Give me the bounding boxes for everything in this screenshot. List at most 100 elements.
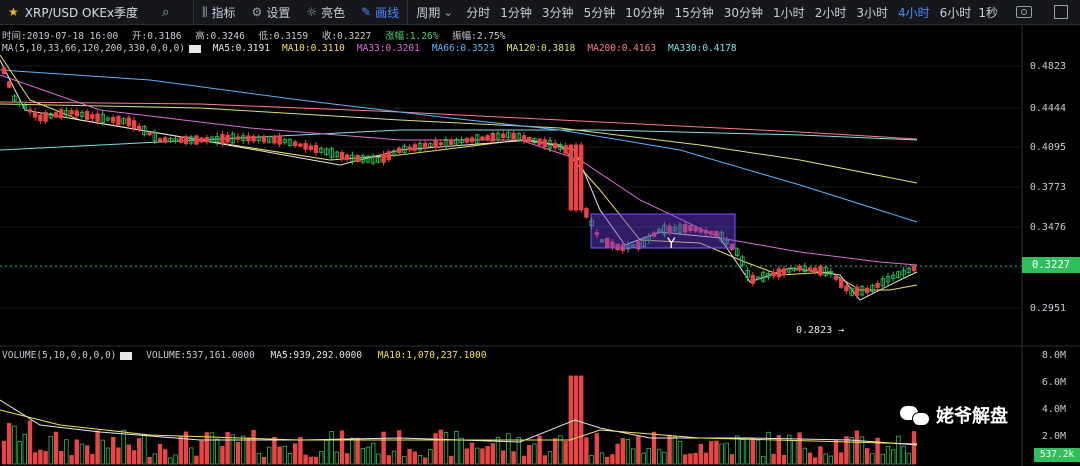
- candle-body: [547, 140, 553, 149]
- search-icon[interactable]: ⌕: [162, 4, 170, 20]
- candle-body: [833, 276, 839, 280]
- period-tab-30m[interactable]: 30分钟: [723, 5, 764, 20]
- candle-body: [776, 268, 781, 278]
- candle-body: [256, 137, 261, 141]
- volume-bar: [251, 429, 256, 465]
- ohlc-amplitude: 振幅:2.75%: [452, 31, 506, 42]
- candle-body: [116, 115, 121, 126]
- volume-bar: [199, 440, 204, 465]
- volume-label[interactable]: VOLUME(5,10,0,0,0,0): [2, 350, 117, 361]
- ohlc-time: 时间:2019-07-18 16:00: [2, 31, 119, 42]
- period-tab-3m[interactable]: 3分钟: [541, 5, 574, 20]
- light-mode-button[interactable]: ☼ 亮色: [298, 4, 353, 21]
- camera-icon[interactable]: [1016, 6, 1032, 18]
- candle-body: [209, 136, 215, 143]
- volume-bar: [625, 438, 631, 465]
- candle-body: [292, 141, 298, 147]
- period-tab-timeshare[interactable]: 分时: [466, 5, 491, 20]
- candle-body: [339, 151, 345, 160]
- eye-icon[interactable]: [120, 351, 133, 360]
- volume-bar: [568, 375, 573, 465]
- candle-body: [844, 285, 849, 292]
- candle-body: [636, 241, 641, 250]
- candle-body: [605, 237, 610, 248]
- light-mode-label: 亮色: [321, 5, 346, 20]
- fullscreen-icon[interactable]: [1054, 5, 1068, 19]
- star-icon[interactable]: ★: [8, 5, 19, 19]
- volume-bar: [651, 431, 657, 465]
- price-tick: 0.4823: [1029, 61, 1066, 72]
- period-tab-2h[interactable]: 2小时: [814, 5, 847, 20]
- volume-bar: [885, 445, 891, 465]
- candle-body: [896, 271, 901, 278]
- volume-bar: [438, 429, 443, 465]
- gear-icon: ⚙: [251, 5, 263, 19]
- period-tab-6h[interactable]: 6小时: [939, 5, 972, 20]
- volume-bar: [339, 430, 345, 465]
- ma-label[interactable]: MA(5,10,33,66,120,200,330,0,0,0): [2, 43, 186, 54]
- drawn-rectangle[interactable]: [590, 213, 736, 249]
- refresh-interval[interactable]: 1秒: [978, 5, 998, 20]
- candle-body: [308, 145, 313, 150]
- period-tab-1h[interactable]: 1小时: [773, 5, 805, 20]
- symbol-selector[interactable]: ★ XRP/USD OKEx季度 ⌕: [0, 4, 193, 21]
- candle-body: [386, 151, 391, 161]
- price-tick: 0.4095: [1029, 142, 1066, 153]
- volume-bar: [792, 440, 797, 465]
- volume-bar: [516, 437, 521, 465]
- volume-ma5: MA5:939,292.0000: [270, 350, 363, 361]
- volume-bar: [599, 452, 605, 465]
- volume-bar: [334, 451, 339, 465]
- candle-body: [584, 208, 589, 218]
- volume-bar: [220, 445, 225, 465]
- indicator-button[interactable]: ⫼ 指标: [194, 4, 244, 21]
- candle-body: [27, 109, 33, 113]
- eye-icon[interactable]: [189, 44, 202, 53]
- candle-body: [235, 136, 241, 140]
- volume-bar: [563, 441, 568, 465]
- candle-body: [677, 224, 683, 233]
- period-tab-10m[interactable]: 10分钟: [625, 5, 665, 20]
- volume-bar: [880, 453, 885, 465]
- period-tab-15m[interactable]: 15分钟: [674, 5, 714, 20]
- period-tab-3h[interactable]: 3小时: [856, 5, 888, 20]
- candle-body: [516, 133, 521, 141]
- ohlc-high: 高:0.3246: [195, 31, 245, 42]
- period-tab-1m[interactable]: 1分钟: [500, 5, 532, 20]
- period-dropdown[interactable]: 周期 ⌄: [408, 4, 461, 21]
- settings-button[interactable]: ⚙ 设置: [244, 4, 299, 21]
- volume-bar: [43, 451, 48, 465]
- volume-bar: [48, 435, 53, 465]
- draw-line-button[interactable]: ✎ 画线: [353, 4, 407, 21]
- candle-body: [854, 286, 859, 296]
- volume-bar: [360, 448, 365, 465]
- candle-body: [625, 244, 631, 250]
- volume-bar: [417, 454, 423, 465]
- candle-body: [417, 142, 423, 151]
- divider: [193, 0, 194, 24]
- volume-bar: [282, 445, 287, 465]
- volume-bar: [844, 436, 849, 465]
- volume-bar: [422, 457, 428, 465]
- candle-body: [272, 136, 277, 144]
- annotation-label: Y: [667, 236, 676, 252]
- candle-body: [813, 267, 818, 273]
- candle-body: [220, 134, 225, 144]
- candle-body: [38, 114, 43, 122]
- candle-body: [136, 125, 142, 130]
- volume-bar: [802, 447, 807, 465]
- chevron-down-icon: ⌄: [443, 5, 454, 19]
- volume-bar: [474, 447, 480, 465]
- price-tick: 0.2951: [1029, 303, 1066, 314]
- volume-bar: [636, 436, 641, 465]
- volume-bar: [428, 449, 433, 465]
- candle-body: [225, 134, 230, 143]
- volume-bar: [500, 450, 506, 465]
- candle-body: [287, 139, 293, 146]
- volume-bar: [168, 457, 173, 465]
- volume-bar: [605, 456, 610, 465]
- period-tab-5m[interactable]: 5分钟: [583, 5, 616, 20]
- volume-bar: [126, 444, 131, 465]
- period-tab-4h[interactable]: 4小时: [897, 5, 930, 20]
